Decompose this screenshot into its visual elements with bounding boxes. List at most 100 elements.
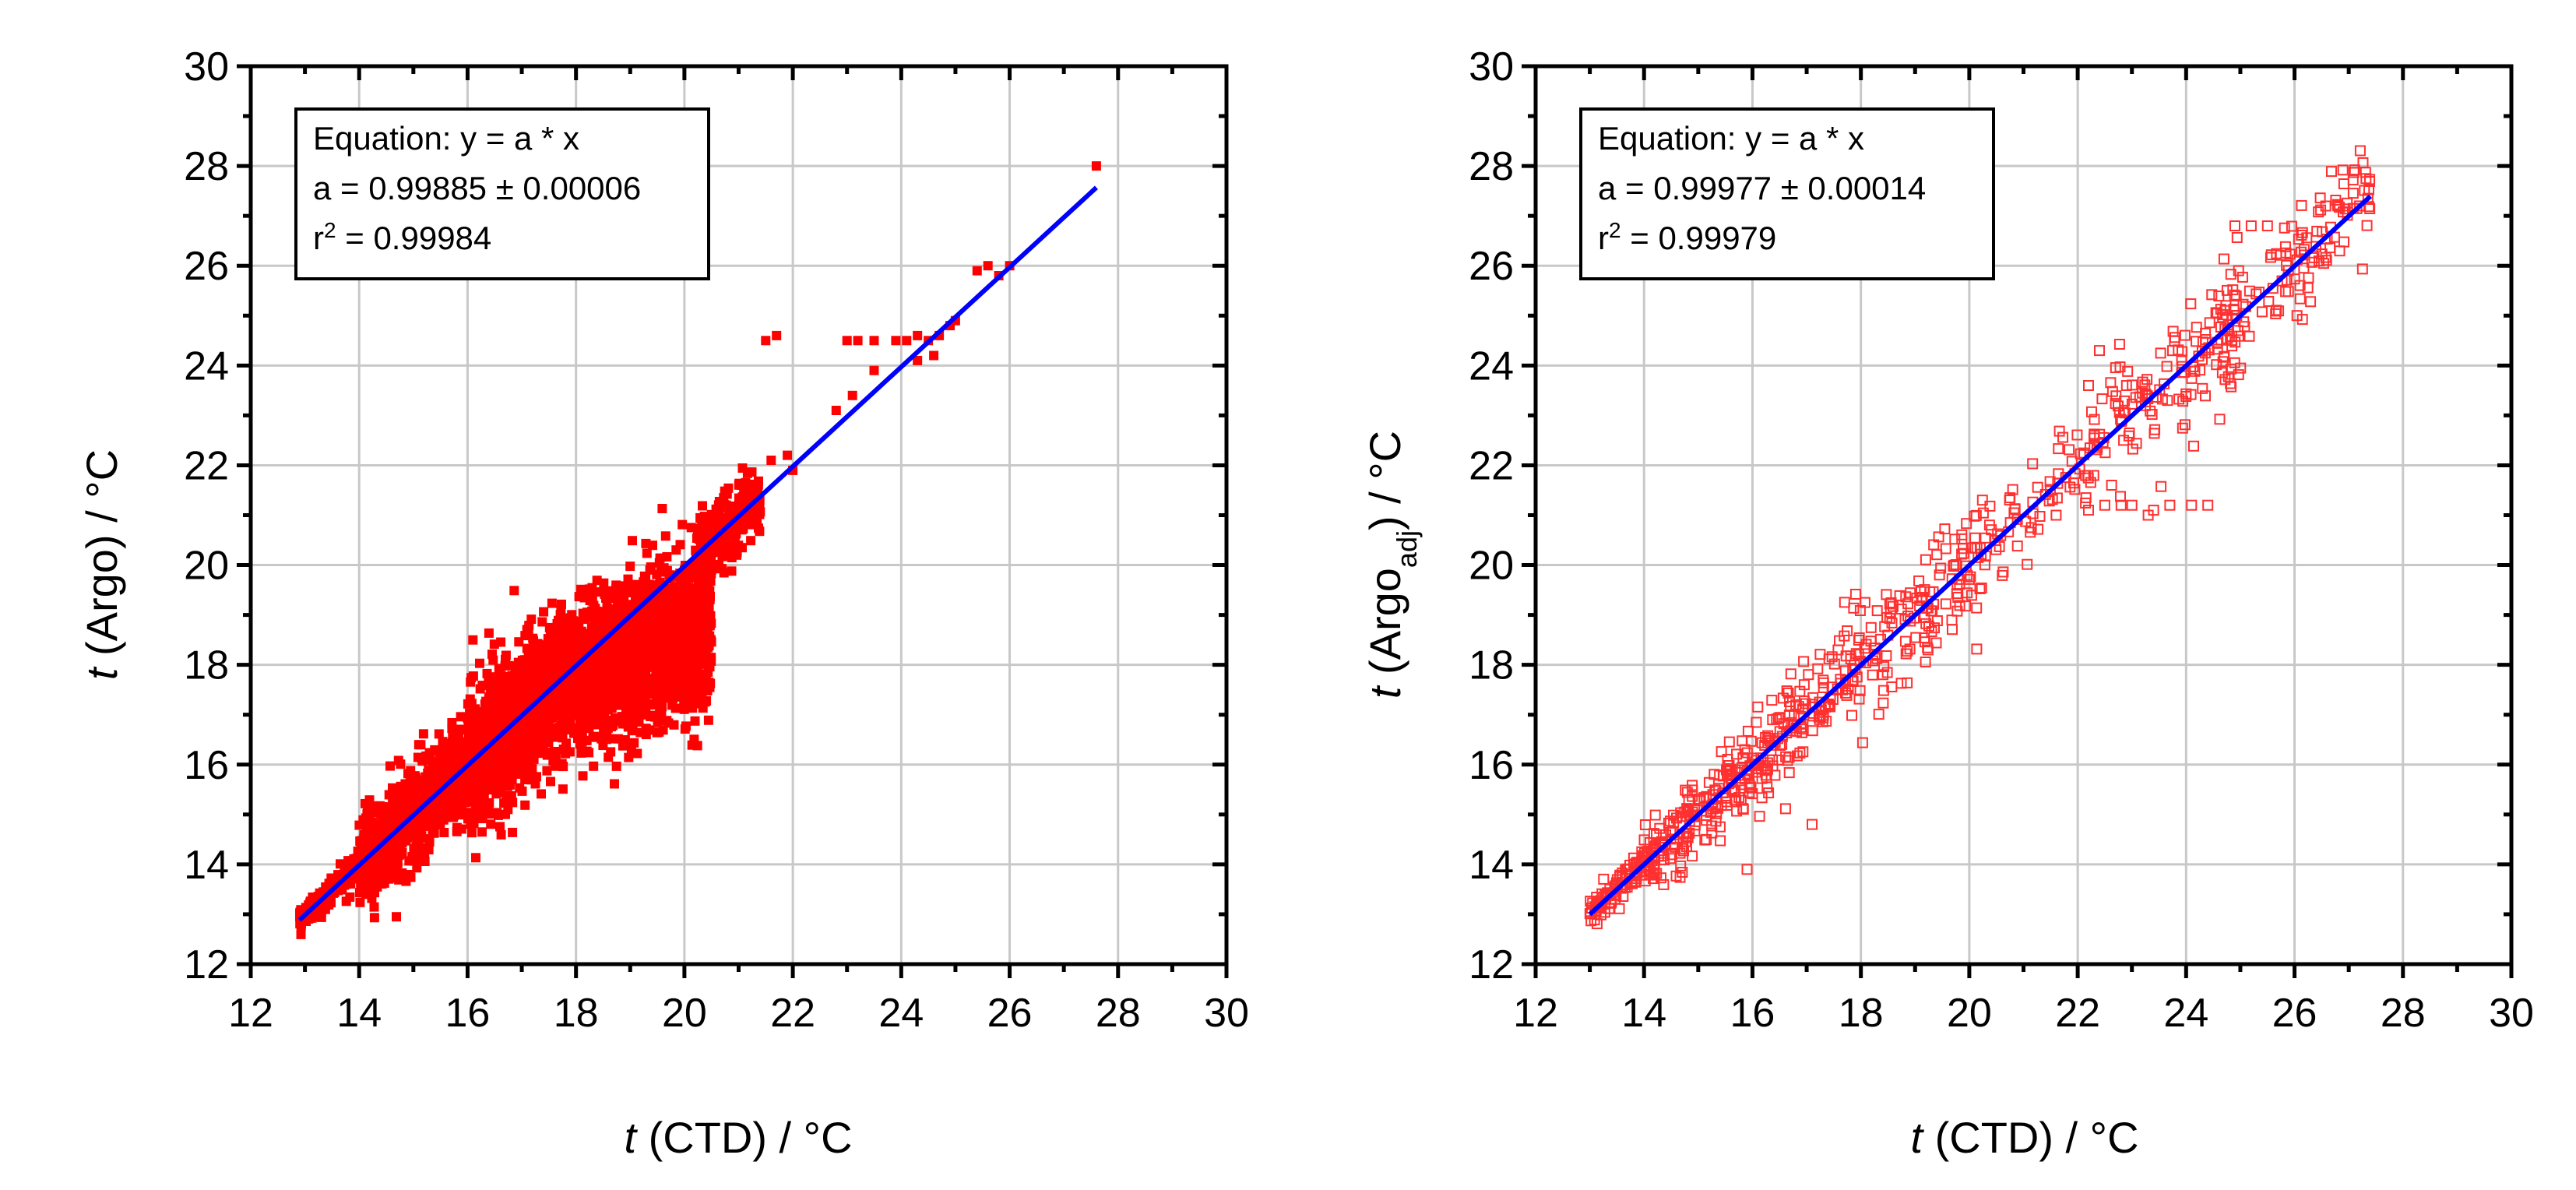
left-data-point bbox=[466, 673, 477, 683]
left-data-point bbox=[589, 700, 599, 710]
left-slope-line: a = 0.99885 ± 0.00006 bbox=[313, 170, 641, 206]
left-data-point bbox=[509, 586, 519, 596]
left-data-point bbox=[382, 850, 392, 860]
right-data-point bbox=[1814, 649, 1826, 660]
left-data-point bbox=[772, 330, 782, 340]
left-data-point bbox=[384, 790, 394, 800]
left-data-point bbox=[537, 617, 547, 627]
left-x-tick-label: 18 bbox=[554, 991, 599, 1036]
left-data-point bbox=[565, 747, 575, 757]
left-data-point bbox=[417, 756, 428, 766]
left-data-point bbox=[667, 678, 677, 688]
left-data-point bbox=[761, 336, 771, 346]
left-data-point bbox=[390, 836, 400, 847]
left-equation-line: Equation: y = a * x bbox=[313, 120, 579, 157]
left-data-point bbox=[635, 708, 644, 718]
left-data-point bbox=[407, 794, 417, 804]
left-data-point bbox=[689, 671, 699, 681]
left-data-point bbox=[703, 715, 713, 725]
left-data-point bbox=[370, 875, 380, 885]
left-data-point bbox=[672, 651, 682, 661]
right-data-point bbox=[1766, 695, 1778, 706]
left-data-point bbox=[489, 769, 499, 780]
left-data-point bbox=[561, 702, 571, 712]
left-data-point bbox=[452, 809, 463, 819]
left-data-point bbox=[592, 587, 602, 597]
right-data-point bbox=[1752, 701, 1764, 713]
left-data-point bbox=[598, 698, 608, 708]
left-data-point bbox=[474, 766, 484, 776]
left-data-point bbox=[746, 536, 756, 546]
left-data-point bbox=[557, 759, 567, 769]
left-data-point bbox=[374, 833, 384, 843]
left-data-point bbox=[496, 829, 506, 840]
right-data-point bbox=[1931, 549, 1943, 561]
left-data-point bbox=[702, 685, 713, 695]
left-data-point bbox=[456, 824, 466, 834]
left-data-point bbox=[625, 720, 635, 730]
left-data-point bbox=[473, 709, 484, 719]
left-data-point bbox=[642, 681, 653, 692]
left-data-point bbox=[547, 729, 557, 739]
left-data-point bbox=[632, 748, 642, 759]
left-data-point bbox=[520, 800, 530, 810]
left-data-point bbox=[392, 812, 402, 822]
left-data-point bbox=[1091, 161, 1101, 171]
left-data-point bbox=[494, 664, 504, 674]
left-x-tick-label: 24 bbox=[878, 991, 924, 1036]
left-data-point bbox=[436, 804, 446, 814]
left-data-point bbox=[364, 808, 374, 818]
left-data-point bbox=[539, 607, 549, 617]
left-data-point bbox=[706, 515, 716, 525]
right-data-point bbox=[1803, 669, 1814, 681]
left-x-tick-labels: 12 14 16 18 20 22 24 26 28 30 bbox=[228, 991, 1249, 1036]
left-data-point bbox=[584, 718, 594, 728]
left-data-point bbox=[602, 724, 612, 734]
left-data-point bbox=[540, 662, 550, 672]
left-y-axis-title: t (Argo) / °C bbox=[77, 449, 126, 680]
left-data-point bbox=[505, 780, 515, 790]
left-data-point bbox=[618, 685, 628, 695]
left-data-point bbox=[536, 741, 546, 751]
left-y-tick-label: 30 bbox=[184, 44, 229, 90]
left-data-point bbox=[713, 500, 723, 510]
left-y-tick-label: 12 bbox=[184, 942, 229, 988]
left-data-point bbox=[507, 698, 517, 707]
left-data-point bbox=[537, 789, 546, 799]
left-data-point bbox=[501, 650, 511, 660]
left-data-point bbox=[364, 795, 375, 805]
left-x-tick-label: 12 bbox=[228, 991, 273, 1036]
left-data-point bbox=[579, 593, 589, 603]
left-data-point bbox=[430, 757, 439, 767]
right-data-point bbox=[1649, 809, 1661, 821]
left-data-point bbox=[394, 801, 404, 811]
left-data-point bbox=[753, 480, 763, 490]
left-data-point bbox=[565, 692, 575, 702]
right-data-point bbox=[1856, 737, 1868, 748]
left-data-point bbox=[484, 628, 494, 638]
left-data-point bbox=[658, 725, 668, 735]
left-data-point bbox=[424, 810, 434, 820]
left-data-point bbox=[625, 632, 635, 642]
left-data-point bbox=[556, 720, 566, 731]
left-data-point bbox=[434, 729, 444, 739]
left-data-point bbox=[665, 587, 675, 597]
left-data-point bbox=[657, 630, 667, 640]
left-data-point bbox=[725, 502, 735, 511]
left-data-point bbox=[635, 671, 646, 681]
left-data-point bbox=[526, 750, 535, 760]
left-data-point bbox=[607, 592, 618, 602]
left-data-point bbox=[695, 533, 705, 543]
left-data-point bbox=[431, 770, 442, 780]
left-data-point bbox=[528, 633, 538, 643]
left-data-point bbox=[393, 793, 403, 803]
left-data-point bbox=[551, 657, 560, 667]
left-data-point bbox=[691, 565, 700, 575]
left-data-point bbox=[418, 729, 428, 739]
left-data-point bbox=[467, 828, 477, 838]
left-data-point bbox=[422, 776, 432, 786]
left-data-point bbox=[517, 786, 527, 796]
left-x-axis-title: t (CTD) / °C bbox=[624, 1113, 852, 1162]
right-data-point bbox=[1723, 736, 1735, 748]
